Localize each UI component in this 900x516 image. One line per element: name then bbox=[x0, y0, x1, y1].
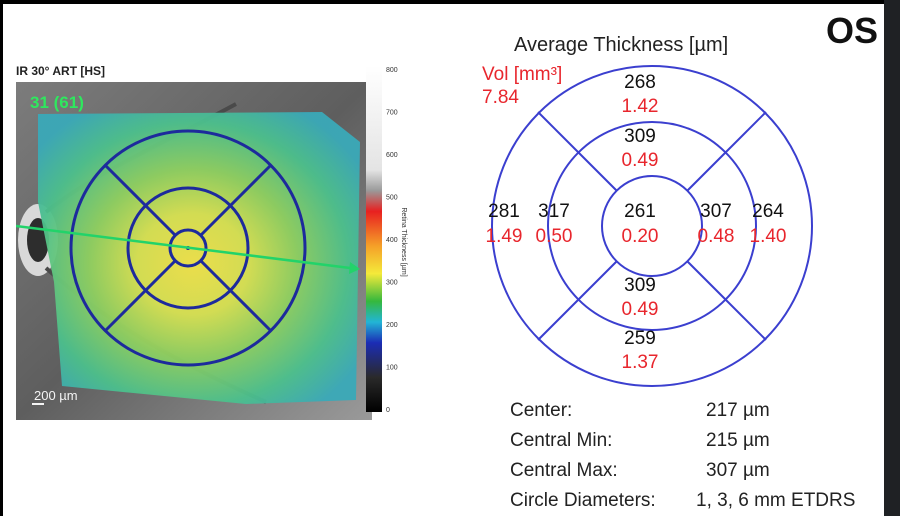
color-scale-tick: 0 bbox=[386, 407, 390, 414]
outer-temporal-thickness: 281 bbox=[488, 201, 520, 222]
stat-value: 215 µm bbox=[706, 430, 770, 451]
color-scale-tick: 800 bbox=[386, 67, 398, 74]
right-frame-bar bbox=[884, 0, 900, 516]
thickness-overlay bbox=[38, 112, 360, 404]
color-scale-tick: 300 bbox=[386, 280, 398, 287]
inner-inferior-volume: 0.49 bbox=[621, 299, 659, 320]
top-frame-bar bbox=[0, 0, 900, 4]
scan-label: IR 30° ART [HS] bbox=[16, 64, 106, 78]
oct-scan-line bbox=[16, 224, 351, 270]
scale-bar-label: 200 µm bbox=[34, 388, 78, 403]
color-scale-tick: 700 bbox=[386, 110, 398, 117]
volume-label: Vol [mm³] bbox=[482, 64, 563, 85]
stat-label: Circle Diameters: bbox=[510, 490, 656, 511]
scan-direction-arrow bbox=[349, 262, 360, 274]
color-scale-tick: 500 bbox=[386, 195, 398, 202]
outer-inferior-thickness: 259 bbox=[624, 328, 656, 349]
etdrs-thickness-map bbox=[491, 65, 813, 387]
stat-value: 217 µm bbox=[706, 400, 770, 421]
inner-superior-thickness: 309 bbox=[624, 126, 656, 147]
total-volume: 7.84 bbox=[482, 87, 519, 108]
color-scale-bar bbox=[366, 66, 382, 412]
inner-temporal-thickness: 317 bbox=[538, 201, 570, 222]
color-scale-tick: 600 bbox=[386, 152, 398, 159]
etdrs-grid-overlay bbox=[69, 129, 307, 367]
outer-nasal-thickness: 264 bbox=[752, 201, 784, 222]
inner-inferior-thickness: 309 bbox=[624, 275, 656, 296]
etdrs-grid bbox=[491, 65, 813, 387]
stat-label: Central Min: bbox=[510, 430, 613, 451]
center-volume: 0.20 bbox=[621, 226, 659, 247]
center-thickness: 261 bbox=[624, 201, 656, 222]
stat-label: Central Max: bbox=[510, 460, 618, 481]
thickness-color-scale: 800 700 600 500 400 300 200 100 0 Retina Thickne… bbox=[366, 66, 407, 414]
outer-inferior-volume: 1.37 bbox=[621, 352, 659, 373]
outer-nasal-volume: 1.40 bbox=[749, 226, 787, 247]
stat-label: Center: bbox=[510, 400, 573, 421]
outer-superior-volume: 1.42 bbox=[621, 96, 659, 117]
eye-label: OS bbox=[826, 10, 879, 51]
outer-superior-thickness: 268 bbox=[624, 72, 656, 93]
color-scale-tick: 400 bbox=[386, 237, 398, 244]
inner-temporal-volume: 0.50 bbox=[535, 226, 573, 247]
fundus-thickness-image: 31 (61) 200 µm bbox=[16, 82, 372, 420]
color-scale-tick: 100 bbox=[386, 365, 398, 372]
outer-temporal-volume: 1.49 bbox=[485, 226, 523, 247]
stat-value: 307 µm bbox=[706, 460, 770, 481]
inner-nasal-thickness: 307 bbox=[700, 201, 732, 222]
color-scale-tick: 200 bbox=[386, 322, 398, 329]
stat-value: 1, 3, 6 mm ETDRS bbox=[696, 490, 856, 511]
inner-nasal-volume: 0.48 bbox=[697, 226, 735, 247]
overlay-number: 31 (61) bbox=[30, 93, 84, 112]
map-title: Average Thickness [µm] bbox=[514, 34, 729, 56]
inner-superior-volume: 0.49 bbox=[621, 150, 659, 171]
left-frame-bar bbox=[0, 0, 3, 516]
color-scale-title: Retina Thickness [µm] bbox=[400, 207, 407, 276]
